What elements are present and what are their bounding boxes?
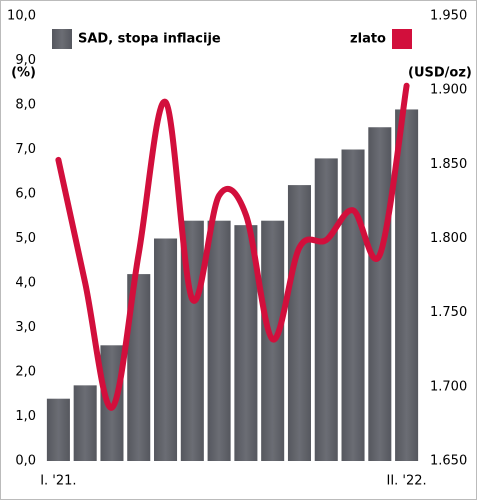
bar xyxy=(127,274,151,461)
x-tick-label: II. '22. xyxy=(387,474,427,489)
y-tick-label: 10,0 xyxy=(7,9,36,24)
y2-tick-label: 1.950 xyxy=(430,9,467,24)
y-tick-label: 1,0 xyxy=(15,409,36,424)
y2-tick-label: 1.800 xyxy=(430,231,467,246)
bar xyxy=(368,127,392,461)
y-tick-label: 9,0 xyxy=(15,53,36,68)
y2-tick-label: 1.700 xyxy=(430,379,467,394)
y2-axis-label: (USD/oz) xyxy=(408,66,472,81)
y-tick-label: 4,0 xyxy=(15,276,36,291)
bar xyxy=(207,220,231,461)
bar xyxy=(234,225,258,461)
y-tick-label: 6,0 xyxy=(15,187,36,202)
y-tick-label: 3,0 xyxy=(15,320,36,335)
y-axis-label: (%) xyxy=(11,66,36,81)
bar xyxy=(395,109,419,461)
y-tick-label: 2,0 xyxy=(15,365,36,380)
line xyxy=(55,82,410,411)
bar xyxy=(46,398,70,461)
legend-swatch xyxy=(392,29,412,49)
legend-label: SAD, stopa inflacije xyxy=(78,32,221,47)
bar xyxy=(287,185,311,461)
y2-tick-label: 1.850 xyxy=(430,157,467,172)
x-tick-label: I. '21. xyxy=(40,474,76,489)
legend-label: zlato xyxy=(350,32,386,47)
legend-swatch xyxy=(52,29,72,49)
y-tick-label: 5,0 xyxy=(15,231,36,246)
y-tick-label: 7,0 xyxy=(15,142,36,157)
bar xyxy=(341,149,365,461)
y-tick-label: 8,0 xyxy=(15,98,36,113)
y2-tick-label: 1.750 xyxy=(430,305,467,320)
bar xyxy=(154,238,178,461)
y2-tick-label: 1.650 xyxy=(430,454,467,469)
bar xyxy=(314,158,338,461)
y2-tick-label: 1.900 xyxy=(430,83,467,98)
y-tick-label: 0,0 xyxy=(15,454,36,469)
bar xyxy=(73,385,97,461)
